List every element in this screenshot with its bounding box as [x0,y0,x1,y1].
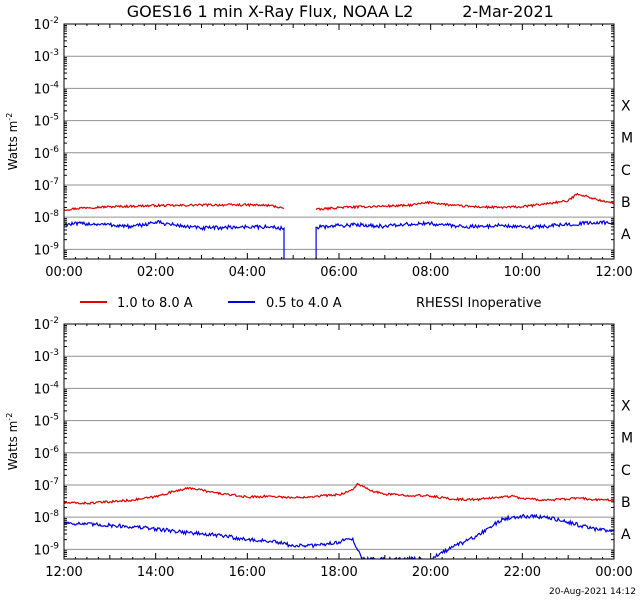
x-tick-label: 14:00 [137,565,174,580]
legend: 1.0 to 8.0 A 0.5 to 4.0 A RHESSI Inopera… [80,296,541,311]
y-tick-label: 10-8 [33,509,59,526]
y-tick-label: 10-2 [33,316,59,333]
x-tick-label: 16:00 [229,565,266,580]
x-tick-label: 12:00 [595,265,632,280]
series-line-short [64,513,614,559]
y-tick-label: 10-6 [33,445,59,462]
y-tick-label: 10-8 [33,209,59,226]
y-axis-label: Watts m-2 [5,113,20,171]
series-line-long [64,192,614,212]
flare-class-label: C [621,463,631,479]
series-line-short [64,219,614,259]
chart-title: GOES16 1 min X-Ray Flux, NOAA L2 [127,2,414,21]
x-tick-label: 04:00 [229,265,266,280]
x-tick-label: 00:00 [595,565,632,580]
y-tick-label: 10-9 [33,541,59,558]
y-tick-label: 10-4 [33,80,59,97]
y-tick-label: 10-6 [33,145,59,162]
x-tick-label: 06:00 [320,265,357,280]
flare-class-label: X [621,398,631,414]
x-tick-label: 12:00 [45,565,82,580]
y-tick-label: 10-3 [33,48,59,65]
y-tick-label: 10-5 [33,113,59,130]
flare-class-label: M [621,131,633,147]
flare-class-label: A [621,527,631,543]
flare-class-label: B [621,195,631,211]
chart-date: 2-Mar-2021 [462,2,554,21]
legend-label-long: 1.0 to 8.0 A [117,296,193,311]
rhessi-note: RHESSI Inoperative [416,296,541,311]
y-tick-label: 10-7 [33,477,59,494]
x-tick-label: 08:00 [412,265,449,280]
y-tick-label: 10-7 [33,177,59,194]
x-tick-label: 10:00 [504,265,541,280]
y-tick-label: 10-5 [33,413,59,430]
legend-label-short: 0.5 to 4.0 A [266,296,342,311]
flare-class-label: A [621,227,631,243]
y-tick-label: 10-3 [33,348,59,365]
flare-class-label: M [621,431,633,447]
y-tick-label: 10-4 [33,380,59,397]
plot-frame [63,323,615,560]
footer-timestamp: 20-Aug-2021 14:12 [549,587,636,597]
flare-class-label: C [621,163,631,179]
chart-panel-bottom: 10-9 10-8 10-7 10-6 10-5 10-4 10-3 10-2 Watts m-… [5,316,633,580]
series-line-long [64,482,614,506]
flare-class-label: X [621,98,631,114]
y-axis-label: Watts m-2 [5,413,20,471]
chart-panel-top: 10-9 10-8 10-7 10-6 10-5 10-4 10-3 10-2 Watts m-… [5,16,633,280]
y-tick-label: 10-9 [33,241,59,258]
y-tick-label: 10-2 [33,16,59,33]
x-tick-label: 02:00 [137,265,174,280]
x-tick-label: 00:00 [45,265,82,280]
x-tick-label: 22:00 [504,565,541,580]
x-tick-label: 18:00 [320,565,357,580]
x-tick-label: 20:00 [412,565,449,580]
flare-class-label: B [621,495,631,511]
